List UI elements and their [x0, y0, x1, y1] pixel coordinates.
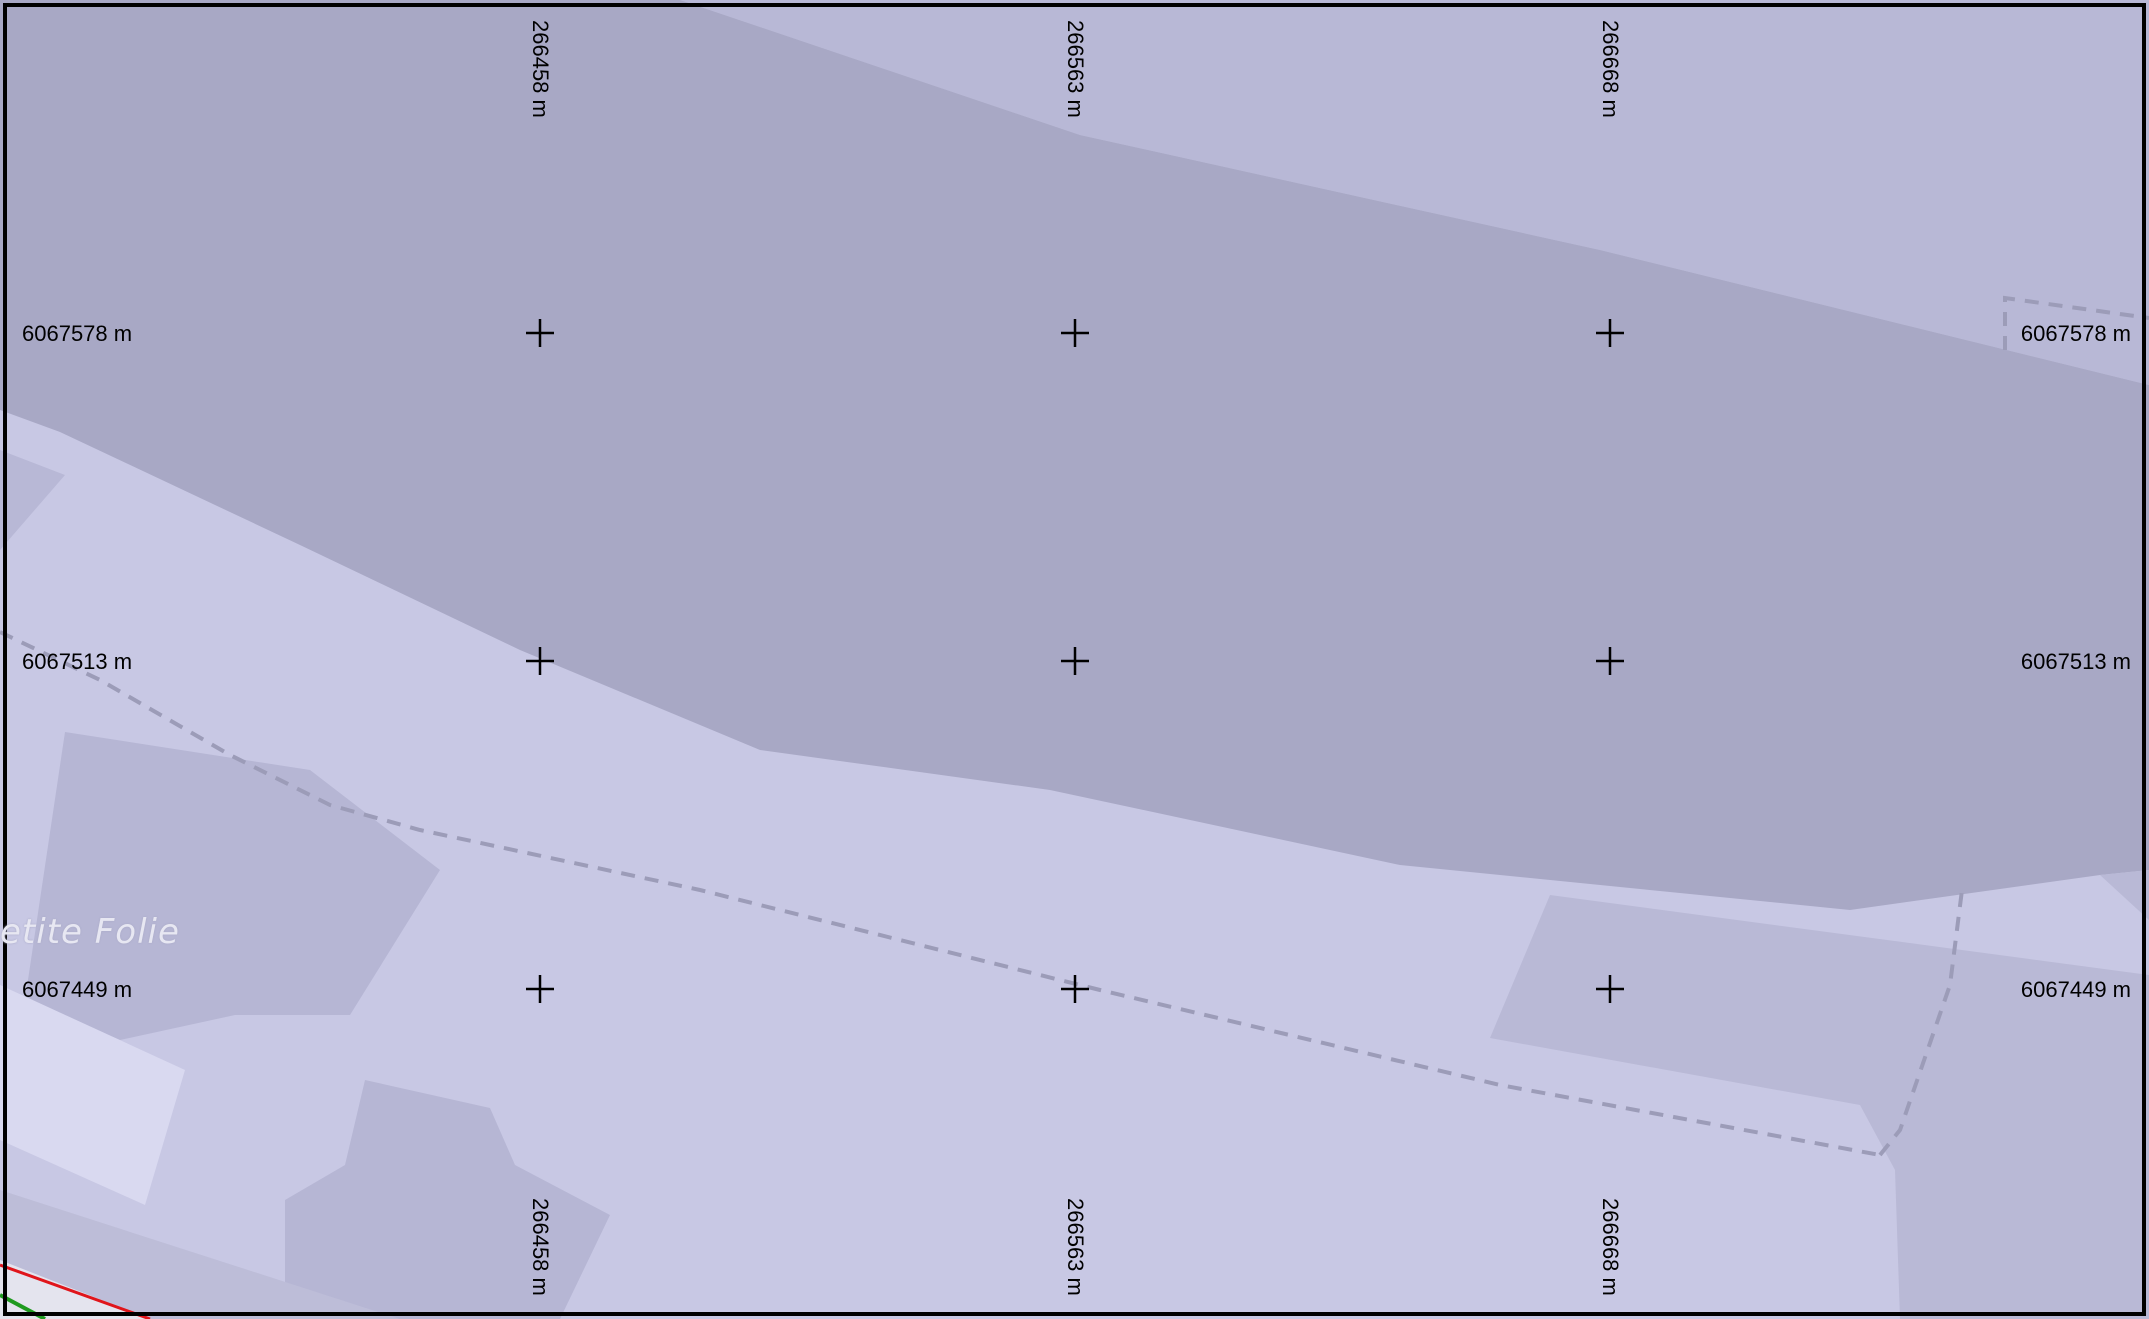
- riverbank-wedge: [0, 450, 65, 550]
- easting-label-top: 266458 m: [528, 20, 553, 118]
- grid-crosses: [526, 319, 1624, 1003]
- place-label: etite Folie: [0, 912, 180, 952]
- building-area: [0, 985, 185, 1205]
- park-area-left: [25, 732, 440, 1040]
- grid-cross: [1061, 647, 1089, 675]
- easting-label-bottom: 266668 m: [1598, 1198, 1623, 1296]
- grid-cross: [526, 975, 554, 1003]
- northing-label-left: 6067513 m: [22, 649, 133, 674]
- footpath-branch: [1878, 889, 1964, 1157]
- northing-label-right: 6067449 m: [2020, 977, 2131, 1002]
- land-area-upper: [680, 0, 2149, 385]
- park-area-edge: [2100, 870, 2149, 920]
- park-area-bottom: [285, 1080, 610, 1319]
- river-area: [0, 0, 2149, 910]
- map-border: [3, 3, 2146, 1316]
- northing-label-right: 6067578 m: [2020, 321, 2131, 346]
- grid-cross: [526, 647, 554, 675]
- northing-label-left: 6067449 m: [22, 977, 133, 1002]
- grid-cross: [1596, 647, 1624, 675]
- grid-cross: [1061, 319, 1089, 347]
- park-area-right: [1490, 895, 2149, 1319]
- easting-label-bottom: 266458 m: [528, 1198, 553, 1296]
- road-red-line: [0, 1263, 151, 1319]
- grid-cross: [526, 319, 554, 347]
- northing-label-left: 6067578 m: [22, 321, 133, 346]
- easting-label-bottom: 266563 m: [1063, 1198, 1088, 1296]
- footpath-corner: [2003, 295, 2149, 350]
- grid-cross: [1061, 975, 1089, 1003]
- grid-cross: [1596, 975, 1624, 1003]
- footpath-main: [0, 630, 1881, 1157]
- easting-label-top: 266668 m: [1598, 20, 1623, 118]
- road-strip: [0, 1190, 400, 1319]
- northing-label-right: 6067513 m: [2020, 649, 2131, 674]
- easting-label-top: 266563 m: [1063, 20, 1088, 118]
- grid-cross: [1596, 319, 1624, 347]
